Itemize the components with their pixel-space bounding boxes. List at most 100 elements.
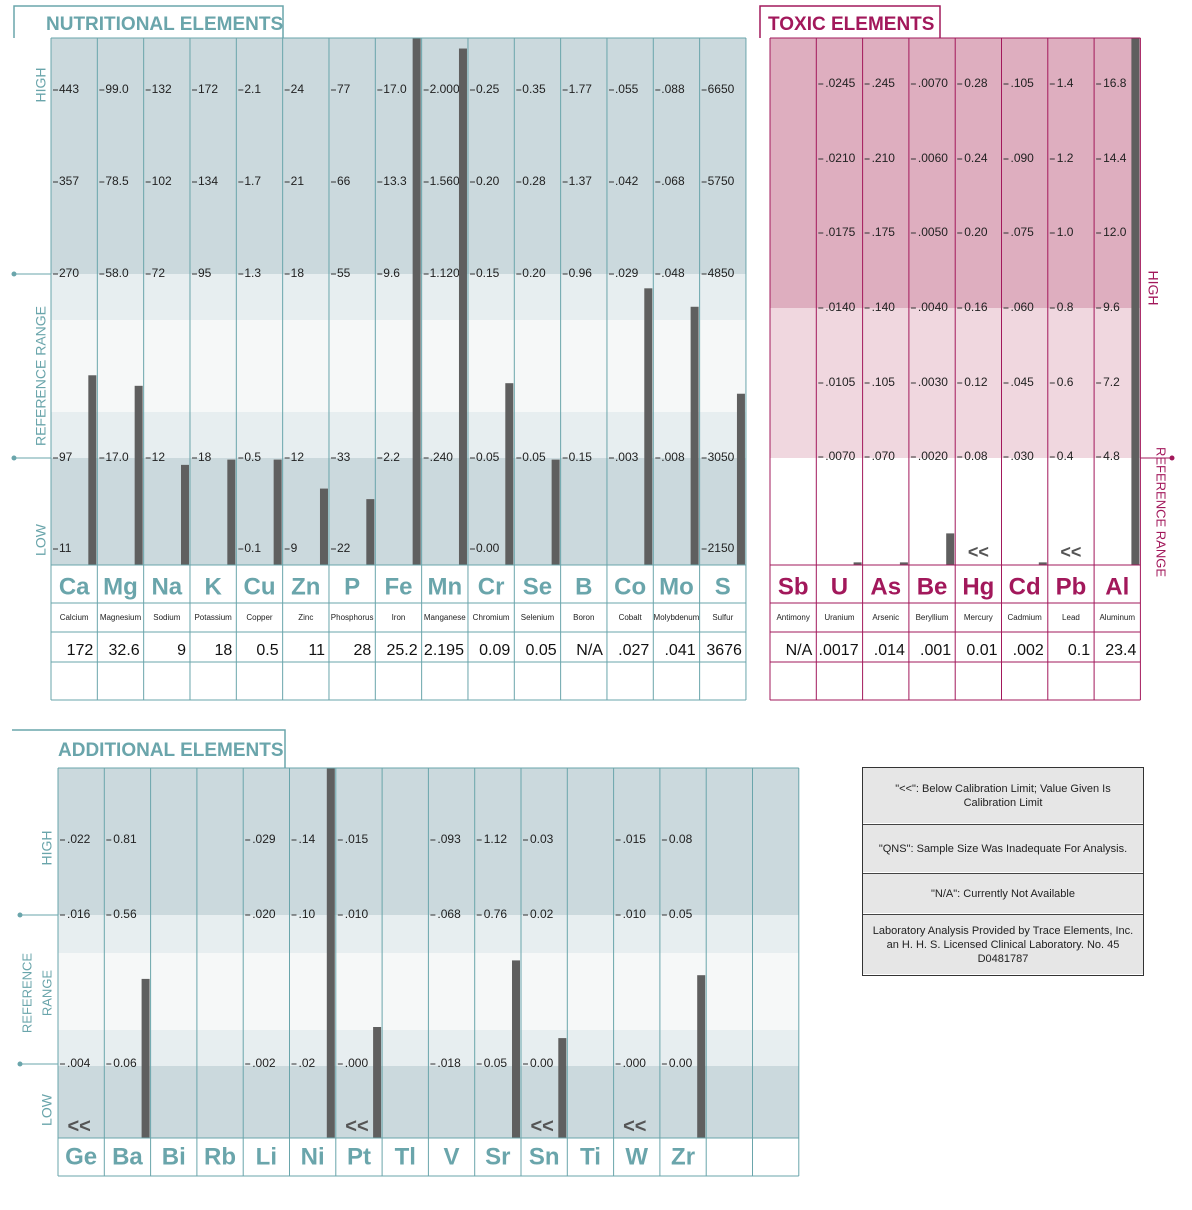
element-symbol: Sn xyxy=(529,1143,560,1170)
result-value: 28 xyxy=(354,642,372,659)
result-value: 18 xyxy=(215,642,233,659)
tick-label: 24 xyxy=(291,82,305,96)
result-value: .0017 xyxy=(819,642,859,659)
tick-label: 0.25 xyxy=(476,82,500,96)
tox-title: TOXIC ELEMENTS xyxy=(768,14,934,35)
bar-sr xyxy=(512,960,520,1138)
tick-label: 0.05 xyxy=(522,450,546,464)
result-value: 23.4 xyxy=(1105,642,1136,659)
tick-label: .029 xyxy=(615,266,639,280)
tick-label: .0040 xyxy=(918,300,948,314)
result-value: .014 xyxy=(874,642,905,659)
below-limit-marker: << xyxy=(345,1115,368,1137)
tick-label: 2.2 xyxy=(383,450,400,464)
element-name: Beryllium xyxy=(916,613,949,622)
element-symbol: Ge xyxy=(65,1143,97,1170)
tick-label: 22 xyxy=(337,541,351,555)
tick-label: 16.8 xyxy=(1103,76,1127,90)
tick-label: 66 xyxy=(337,174,351,188)
below-limit-marker: << xyxy=(67,1115,90,1137)
tick-label: 134 xyxy=(198,174,218,188)
tick-label: 12.0 xyxy=(1103,225,1127,239)
tick-label: .0070 xyxy=(918,76,948,90)
tick-label: .175 xyxy=(872,225,896,239)
tick-label: 2.1 xyxy=(244,82,261,96)
tick-label: 4850 xyxy=(708,266,735,280)
tick-label: 77 xyxy=(337,82,351,96)
tick-label: 0.76 xyxy=(484,907,508,921)
result-value: N/A xyxy=(786,642,813,659)
tick-label: 0.05 xyxy=(484,1056,508,1070)
tick-label: 4.8 xyxy=(1103,449,1120,463)
tick-label: 0.4 xyxy=(1057,449,1074,463)
tox-axis-reference: REFERENCE RANGE xyxy=(1154,447,1169,577)
below-limit-marker: << xyxy=(968,542,989,562)
element-symbol: Rb xyxy=(204,1143,236,1170)
nut-band-upper-ref xyxy=(51,274,746,320)
tick-label: 58.0 xyxy=(105,266,129,280)
tick-label: .045 xyxy=(1011,375,1035,389)
element-name: Antimony xyxy=(776,613,809,622)
below-limit-marker: << xyxy=(1060,542,1081,562)
bar-u xyxy=(853,562,862,565)
result-value: .002 xyxy=(1013,642,1044,659)
element-name: Phosphorus xyxy=(331,613,374,622)
tick-label: 1.0 xyxy=(1057,225,1074,239)
element-name: Uranium xyxy=(824,613,855,622)
tick-label: 9.6 xyxy=(383,266,400,280)
tick-label: 13.3 xyxy=(383,174,407,188)
element-symbol: Zr xyxy=(671,1143,695,1170)
add-axis-reference: RANGE xyxy=(39,970,54,1017)
below-limit-marker: << xyxy=(623,1115,646,1137)
nut-axis-low: LOW xyxy=(33,523,49,556)
element-symbol: U xyxy=(831,573,848,600)
tick-label: .0030 xyxy=(918,375,948,389)
tick-label: .008 xyxy=(661,450,685,464)
element-symbol: Sr xyxy=(485,1143,510,1170)
bar-sn xyxy=(558,1038,567,1138)
add-axis-reference: REFERENCE xyxy=(19,953,34,1034)
nut-title: NUTRITIONAL ELEMENTS xyxy=(46,14,283,35)
element-name: Copper xyxy=(246,613,273,622)
tick-label: 1.77 xyxy=(569,82,593,96)
bar-ba xyxy=(141,978,150,1138)
legend-text: "QNS": Sample Size Was Inadequate For An… xyxy=(878,842,1128,855)
bar-s xyxy=(736,393,745,565)
tick-label: .0060 xyxy=(918,151,948,165)
add-title: ADDITIONAL ELEMENTS xyxy=(58,740,284,761)
bar-co xyxy=(644,288,653,565)
result-value: 9 xyxy=(177,642,186,659)
element-symbol: Mn xyxy=(427,573,462,600)
legend-text: "<<": Below Calibration Limit; Value Giv… xyxy=(895,782,1111,809)
nut-band-ref xyxy=(51,320,746,412)
tick-label: .0140 xyxy=(825,300,855,314)
tick-label: .105 xyxy=(1011,76,1035,90)
bar-al xyxy=(1131,38,1140,565)
tick-label: .000 xyxy=(345,1056,369,1070)
tick-label: 14.4 xyxy=(1103,151,1127,165)
legend-text: "N/A": Currently Not Available xyxy=(931,887,1075,900)
tick-label: .004 xyxy=(67,1056,91,1070)
element-symbol: K xyxy=(204,573,222,600)
legend-lab: Laboratory Analysis Provided by Trace El… xyxy=(863,914,1143,974)
bar-mo xyxy=(690,306,699,565)
tick-label: 1.4 xyxy=(1057,76,1074,90)
element-symbol: V xyxy=(444,1143,460,1170)
tick-label: 0.1 xyxy=(244,541,261,555)
tick-label: .093 xyxy=(437,832,461,846)
tick-label: 78.5 xyxy=(105,174,129,188)
tick-label: 270 xyxy=(59,266,79,280)
tick-label: 72 xyxy=(152,266,166,280)
tick-label: 0.56 xyxy=(113,907,137,921)
tick-label: .245 xyxy=(872,76,896,90)
tick-label: 172 xyxy=(198,82,218,96)
element-symbol: Cu xyxy=(243,573,275,600)
tick-label: .016 xyxy=(67,907,91,921)
tick-label: 12 xyxy=(291,450,305,464)
tick-label: 0.96 xyxy=(569,266,593,280)
result-value: .027 xyxy=(618,642,649,659)
tox-ref-dot xyxy=(1169,455,1175,461)
result-value: 32.6 xyxy=(109,642,140,659)
result-value: 172 xyxy=(67,642,94,659)
element-name: Sodium xyxy=(153,613,180,622)
